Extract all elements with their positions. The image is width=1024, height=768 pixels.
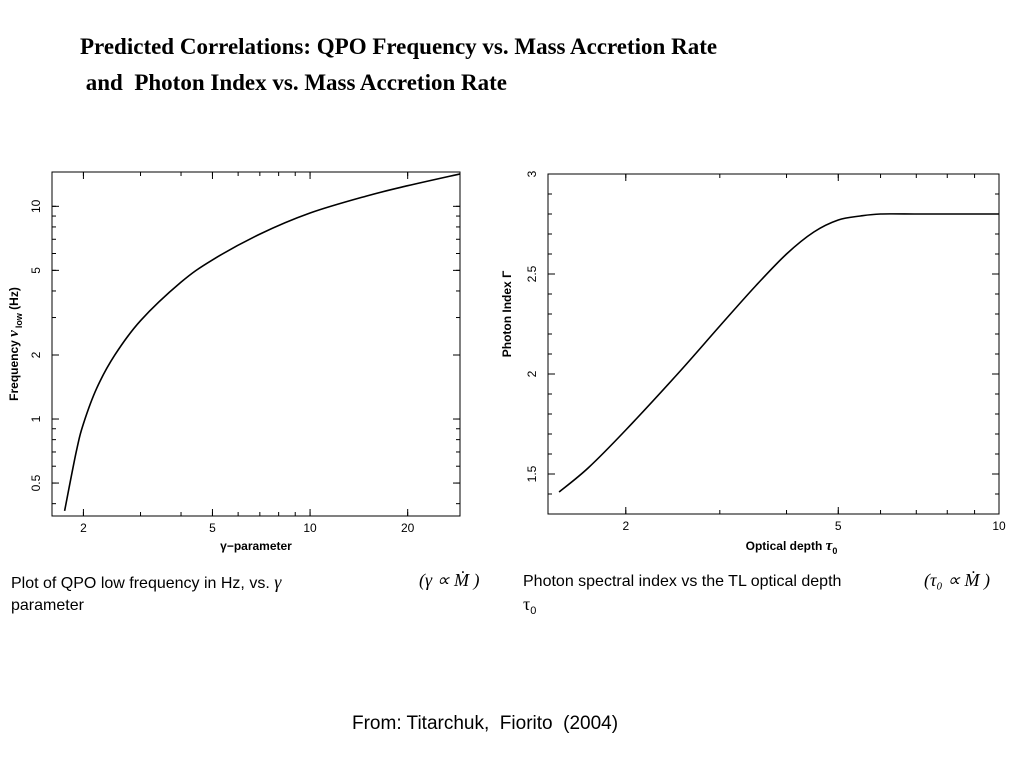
x-axis-label: γ−parameter	[220, 539, 292, 553]
caption-right-text: Photon spectral index vs the TL optical …	[523, 573, 842, 590]
chart-left-qpo-frequency: 2 5 10 20 0.5 1 2 5 10 γ−parameter Frequency νlow …	[6, 171, 461, 553]
title-line-2: and Photon Index vs. Mass Accretion Rate	[80, 70, 508, 95]
series-line	[558, 213, 999, 493]
series-line	[63, 173, 461, 512]
caption-right-relation: (τ₀ ∝ Ṁ )	[924, 570, 991, 590]
y-axis-label: Frequency νlow (Hz)	[6, 287, 24, 401]
y-tick-label: 1.5	[525, 465, 539, 482]
caption-right-tau-symbol: τ	[523, 594, 531, 614]
y-tick-label: 2	[525, 370, 539, 377]
chart-right-photon-index: 2 5 10 1.5 2 2.5 3 Optical depth τ0 Photon Index…	[500, 170, 1006, 556]
x-tick-label: 10	[992, 519, 1006, 533]
y-tick-label: 5	[29, 267, 43, 274]
plot-frame	[547, 173, 1000, 515]
caption-right: Photon spectral index vs the TL optical …	[523, 571, 923, 622]
y-tick-label: 2	[29, 351, 43, 358]
caption-left-text: Plot of QPO low frequency in Hz, vs.	[11, 575, 275, 592]
y-tick-label: 1	[29, 415, 43, 422]
y-tick-label: 2.5	[525, 265, 539, 282]
x-tick-label: 2	[622, 519, 629, 533]
x-tick-label: 5	[209, 521, 216, 535]
caption-left: Plot of QPO low frequency in Hz, vs. γ p…	[11, 571, 341, 617]
x-axis-label: Optical depth τ0	[746, 538, 838, 556]
y-axis-label: Photon Index Γ	[500, 270, 514, 357]
title-line-1: Predicted Correlations: QPO Frequency vs…	[80, 34, 718, 59]
caption-left-relation: (γ ∝ Ṁ )	[419, 570, 480, 590]
plot-frame	[51, 171, 461, 517]
source-citation: From: Titarchuk, Fiorito (2004)	[352, 713, 619, 734]
x-tick-label: 10	[303, 521, 317, 535]
caption-right-tau-subscript: 0	[530, 605, 537, 618]
y-tick-label: 10	[29, 199, 43, 213]
caption-left-text-2: parameter	[11, 597, 84, 614]
x-tick-label: 2	[80, 521, 87, 535]
caption-left-gamma-symbol: γ	[274, 572, 282, 592]
y-tick-label: 0.5	[29, 474, 43, 491]
x-tick-label: 5	[835, 519, 842, 533]
x-tick-label: 20	[401, 521, 415, 535]
y-tick-label: 3	[525, 170, 539, 177]
